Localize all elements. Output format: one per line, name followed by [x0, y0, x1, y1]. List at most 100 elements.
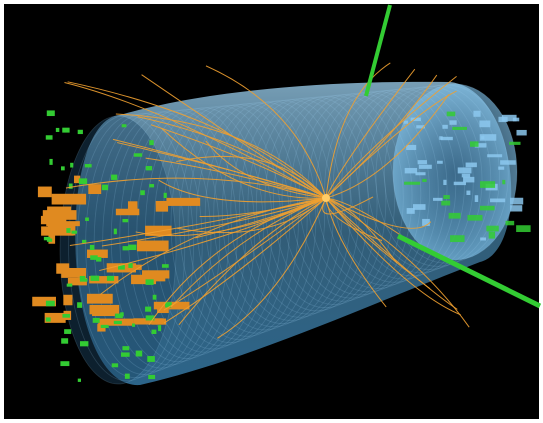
- orange-block: [136, 240, 169, 252]
- green-hit: [145, 279, 154, 285]
- blue-hit: [487, 154, 503, 158]
- track: [69, 197, 327, 247]
- green-hit: [77, 129, 83, 135]
- orange-block: [86, 293, 113, 304]
- blue-hit: [442, 124, 448, 129]
- green-hit: [90, 255, 98, 260]
- blue-hit: [490, 198, 506, 203]
- green-hit: [45, 317, 51, 322]
- ring: [196, 102, 317, 334]
- blue-hit: [441, 200, 451, 206]
- ring: [119, 109, 238, 363]
- green-hit: [90, 275, 100, 281]
- green-hit: [85, 217, 89, 221]
- green-hit: [113, 320, 122, 325]
- blue-hit: [480, 181, 496, 188]
- blue-hit: [463, 176, 475, 183]
- blue-hit: [479, 134, 497, 141]
- green-hit: [82, 239, 87, 244]
- orange-block: [131, 274, 157, 285]
- track: [65, 177, 327, 199]
- orange-block: [42, 210, 77, 220]
- green-hit: [45, 300, 55, 307]
- track: [148, 197, 327, 326]
- ring: [375, 85, 500, 267]
- green-hit: [128, 244, 137, 251]
- track: [64, 81, 327, 199]
- orange-block: [67, 277, 87, 286]
- orange-block: [40, 215, 67, 225]
- blue-hit: [406, 144, 417, 151]
- track: [137, 116, 327, 199]
- green-hit: [77, 302, 83, 308]
- green-hit: [120, 352, 130, 357]
- green-hit: [122, 218, 129, 223]
- track: [141, 74, 327, 199]
- blue-hit: [449, 120, 457, 125]
- orange-block: [151, 318, 167, 325]
- blue-hit: [469, 141, 479, 147]
- orange-block: [133, 318, 163, 325]
- blue-hit: [437, 160, 443, 164]
- green-hit: [80, 341, 89, 347]
- green-hit: [128, 263, 133, 268]
- track: [178, 197, 327, 326]
- blue-hit: [510, 197, 524, 205]
- green-hit: [49, 158, 53, 165]
- orange-block: [145, 225, 172, 236]
- blue-hit: [480, 237, 486, 241]
- track: [112, 138, 327, 199]
- green-hit: [115, 313, 123, 319]
- green-hit: [62, 313, 70, 318]
- green-hit: [79, 278, 88, 282]
- blue-hit: [481, 136, 485, 140]
- blue-hit: [474, 195, 479, 202]
- green-hit: [89, 244, 95, 251]
- beam-up: [364, 4, 392, 97]
- track: [161, 127, 327, 199]
- orange-block: [44, 312, 66, 323]
- orange-block: [86, 249, 108, 258]
- blue-hit: [446, 111, 456, 117]
- ring: [85, 113, 203, 375]
- ring: [332, 89, 457, 283]
- ring: [110, 110, 229, 366]
- blue-hit: [510, 205, 523, 212]
- track: [163, 197, 327, 311]
- orange-block: [89, 304, 120, 315]
- green-hit: [45, 135, 53, 140]
- blue-hit: [412, 204, 426, 210]
- green-hit: [62, 127, 70, 133]
- green-hit: [118, 264, 125, 270]
- track: [217, 197, 327, 339]
- orange-block: [157, 303, 169, 314]
- green-hit: [71, 230, 78, 234]
- green-hit: [151, 329, 157, 335]
- blue-hit: [516, 225, 531, 233]
- green-hit: [145, 315, 155, 321]
- green-hit: [132, 323, 136, 327]
- green-hit: [84, 164, 92, 168]
- track: [163, 197, 327, 324]
- blue-hit: [433, 197, 443, 201]
- blue-hit: [443, 195, 450, 200]
- green-hit: [68, 183, 73, 189]
- blue-hit: [501, 114, 517, 122]
- track: [158, 179, 327, 203]
- blue-hit: [410, 117, 421, 122]
- rings: [59, 83, 518, 385]
- blue-hit: [440, 136, 453, 141]
- blue-hit: [479, 120, 491, 128]
- blue-hit: [404, 167, 418, 174]
- green-hit: [70, 162, 74, 168]
- orange-block: [37, 186, 52, 198]
- track: [325, 197, 458, 310]
- track: [325, 62, 391, 199]
- blue-hit: [453, 181, 466, 186]
- ring: [221, 100, 343, 324]
- blue-hit: [417, 160, 427, 165]
- blue-hit: [406, 208, 415, 214]
- blue-hit: [479, 205, 495, 211]
- ring: [102, 111, 221, 369]
- track: [177, 197, 327, 234]
